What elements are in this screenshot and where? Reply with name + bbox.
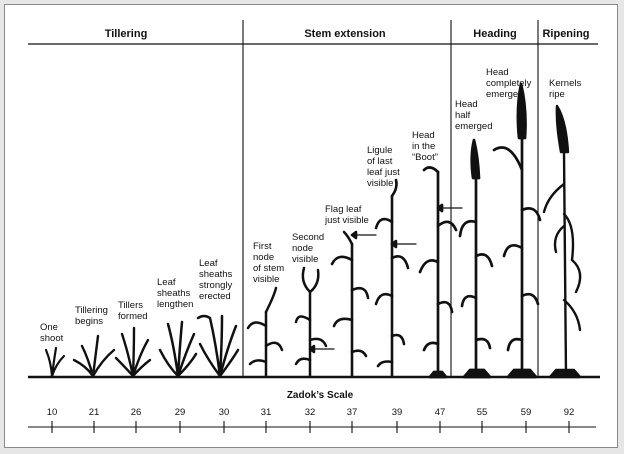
step-label-29: Leaf sheaths lengthen xyxy=(157,277,193,310)
step-label-92: Kernels ripe xyxy=(549,78,581,100)
zadok-code-10: 10 xyxy=(47,407,58,418)
plant-31 xyxy=(246,286,284,378)
step-label-55: Head half emerged xyxy=(455,99,493,132)
step-label-10: One shoot xyxy=(40,322,64,344)
zadok-code-21: 21 xyxy=(89,407,100,418)
plant-47 xyxy=(418,166,463,379)
scale-ticks: 10 21 26 29 30 31 32 37 39 47 55 59 92 xyxy=(47,407,575,433)
plant-26 xyxy=(114,326,152,378)
step-label-39: Ligule of last leaf just visible xyxy=(367,145,400,189)
step-label-47: Head in the “Boot” xyxy=(412,130,438,163)
growth-step-labels: One shoot Tillering begins Tillers formed L… xyxy=(40,67,581,344)
stage-tillering-label: Tillering xyxy=(105,28,148,40)
zadok-code-55: 55 xyxy=(477,407,488,418)
step-label-26: Tillers formed xyxy=(118,300,148,322)
plant-30 xyxy=(196,314,240,378)
zadok-code-92: 92 xyxy=(564,407,575,418)
stage-ripening-label: Ripening xyxy=(542,28,589,40)
plant-illustrations xyxy=(44,82,582,379)
plant-39 xyxy=(374,178,417,378)
plant-59 xyxy=(492,82,542,379)
zadok-code-39: 39 xyxy=(392,407,403,418)
stage-stem-extension-label: Stem extension xyxy=(304,28,386,40)
step-label-37: Flag leaf just visible xyxy=(324,204,369,226)
zadok-code-26: 26 xyxy=(131,407,142,418)
zadok-code-32: 32 xyxy=(305,407,316,418)
plant-32 xyxy=(294,266,335,378)
zadoks-scale-title: Zadok’s Scale xyxy=(287,390,354,401)
zadok-code-47: 47 xyxy=(435,407,446,418)
stage-heading-label: Heading xyxy=(473,28,516,40)
plant-37 xyxy=(330,230,377,378)
plant-29 xyxy=(158,320,198,378)
step-label-59: Head completely emerged xyxy=(486,67,532,100)
plant-92 xyxy=(542,104,582,379)
zadok-code-29: 29 xyxy=(175,407,186,418)
step-label-32: Second node visible xyxy=(292,232,324,265)
step-label-31: First node of stem visible xyxy=(253,241,284,285)
plant-10 xyxy=(44,346,66,378)
step-label-21: Tillering begins xyxy=(75,305,108,327)
zadok-code-31: 31 xyxy=(261,407,272,418)
zadok-code-37: 37 xyxy=(347,407,358,418)
zadok-code-30: 30 xyxy=(219,407,230,418)
plant-21 xyxy=(72,334,116,378)
plant-55 xyxy=(458,138,494,379)
step-label-30: Leaf sheaths strongly erected xyxy=(199,258,233,302)
zadok-code-59: 59 xyxy=(521,407,532,418)
